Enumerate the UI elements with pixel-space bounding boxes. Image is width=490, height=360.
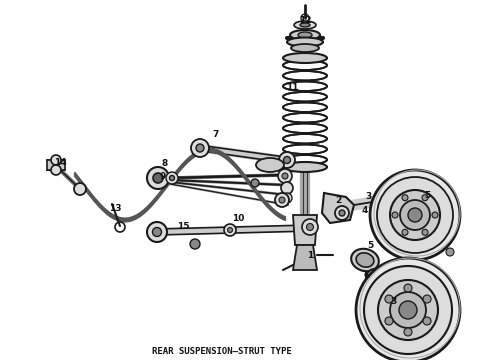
Text: 2: 2 xyxy=(335,195,341,204)
Text: 6: 6 xyxy=(364,270,370,279)
Circle shape xyxy=(390,292,426,328)
Text: 8: 8 xyxy=(162,158,168,167)
Circle shape xyxy=(278,169,292,183)
Circle shape xyxy=(399,301,417,319)
Text: 9: 9 xyxy=(160,171,166,180)
Circle shape xyxy=(227,228,232,233)
Circle shape xyxy=(402,229,408,235)
Circle shape xyxy=(402,195,408,201)
Text: 4: 4 xyxy=(362,206,368,215)
Circle shape xyxy=(400,200,430,230)
Ellipse shape xyxy=(374,284,400,304)
Text: 7: 7 xyxy=(213,130,219,139)
Circle shape xyxy=(423,295,431,303)
Circle shape xyxy=(370,170,460,260)
Text: 5: 5 xyxy=(367,240,373,249)
Circle shape xyxy=(51,155,61,165)
Ellipse shape xyxy=(291,44,319,52)
Circle shape xyxy=(390,190,440,240)
Circle shape xyxy=(432,212,438,218)
Circle shape xyxy=(339,210,345,216)
Ellipse shape xyxy=(371,273,383,283)
Circle shape xyxy=(404,284,412,292)
Text: 3: 3 xyxy=(390,297,396,306)
Circle shape xyxy=(282,193,292,203)
Text: 15: 15 xyxy=(177,221,189,230)
Circle shape xyxy=(147,222,167,242)
Ellipse shape xyxy=(283,92,327,102)
Circle shape xyxy=(147,167,169,189)
Circle shape xyxy=(378,280,438,340)
Ellipse shape xyxy=(283,162,327,172)
Circle shape xyxy=(153,173,163,183)
Ellipse shape xyxy=(256,158,284,172)
Ellipse shape xyxy=(287,37,323,46)
Circle shape xyxy=(275,193,289,207)
Text: 10: 10 xyxy=(232,213,244,222)
Ellipse shape xyxy=(283,53,327,63)
Circle shape xyxy=(279,197,285,203)
Circle shape xyxy=(423,317,431,325)
Circle shape xyxy=(408,208,422,222)
Circle shape xyxy=(170,176,174,180)
Ellipse shape xyxy=(351,249,379,271)
Polygon shape xyxy=(293,245,317,270)
Ellipse shape xyxy=(283,103,327,112)
Circle shape xyxy=(392,212,398,218)
Ellipse shape xyxy=(379,288,395,300)
Circle shape xyxy=(281,182,293,194)
Ellipse shape xyxy=(283,134,327,144)
Ellipse shape xyxy=(283,144,327,154)
Circle shape xyxy=(251,179,259,187)
Text: 1: 1 xyxy=(307,251,313,260)
Circle shape xyxy=(377,177,453,253)
Ellipse shape xyxy=(283,155,327,165)
Ellipse shape xyxy=(283,71,327,81)
Circle shape xyxy=(356,258,460,360)
Text: 13: 13 xyxy=(109,203,121,212)
Circle shape xyxy=(364,266,452,354)
Text: 11: 11 xyxy=(286,82,298,91)
Ellipse shape xyxy=(366,269,388,287)
Circle shape xyxy=(385,317,393,325)
Circle shape xyxy=(446,248,454,256)
Circle shape xyxy=(196,144,204,152)
Ellipse shape xyxy=(283,81,327,91)
Circle shape xyxy=(307,224,314,230)
Ellipse shape xyxy=(356,253,374,267)
Circle shape xyxy=(422,229,428,235)
Circle shape xyxy=(422,195,428,201)
Circle shape xyxy=(51,165,61,175)
Text: 12: 12 xyxy=(299,15,311,24)
Circle shape xyxy=(279,152,295,168)
Polygon shape xyxy=(293,215,317,245)
Polygon shape xyxy=(47,160,65,170)
Text: 14: 14 xyxy=(54,158,66,166)
Ellipse shape xyxy=(290,30,320,40)
Circle shape xyxy=(284,157,291,163)
Circle shape xyxy=(302,219,318,235)
Polygon shape xyxy=(322,193,354,223)
Ellipse shape xyxy=(298,32,312,38)
Text: 3: 3 xyxy=(365,192,371,201)
Ellipse shape xyxy=(300,23,310,27)
Circle shape xyxy=(224,224,236,236)
Circle shape xyxy=(191,139,209,157)
Circle shape xyxy=(335,206,349,220)
Ellipse shape xyxy=(283,60,327,70)
Circle shape xyxy=(74,183,86,195)
Circle shape xyxy=(152,228,162,237)
Ellipse shape xyxy=(283,113,327,122)
Text: 5: 5 xyxy=(424,190,430,199)
Circle shape xyxy=(282,173,288,179)
Circle shape xyxy=(190,239,200,249)
Circle shape xyxy=(385,295,393,303)
Text: REAR SUSPENSION–STRUT TYPE: REAR SUSPENSION–STRUT TYPE xyxy=(152,347,292,356)
Circle shape xyxy=(404,328,412,336)
Circle shape xyxy=(166,172,178,184)
Ellipse shape xyxy=(294,21,316,29)
Ellipse shape xyxy=(283,123,327,133)
